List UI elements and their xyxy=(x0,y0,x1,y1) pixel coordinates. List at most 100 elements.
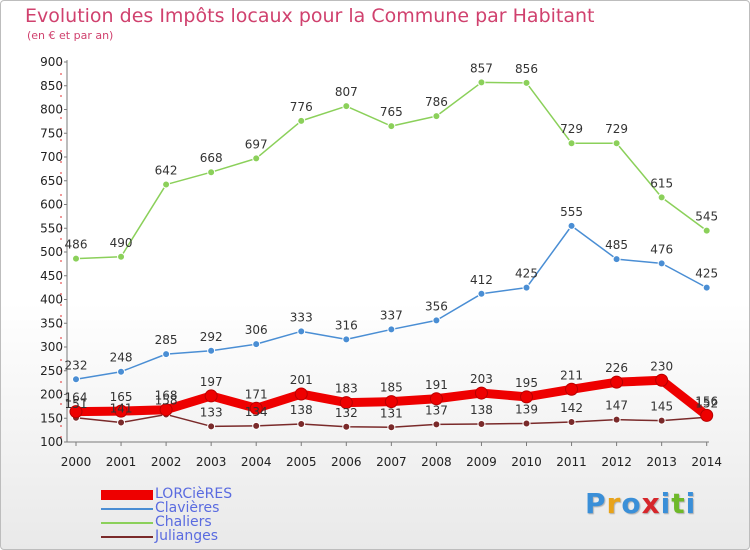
data-label-lorcieres: 168 xyxy=(155,389,178,403)
data-label-lorcieres: 185 xyxy=(380,381,403,395)
data-label-clavieres: 476 xyxy=(650,242,673,256)
data-point-chaliers xyxy=(702,226,711,235)
series-julianges xyxy=(72,410,711,432)
data-label-clavieres: 337 xyxy=(380,308,403,322)
legend-label-chaliers: Chaliers xyxy=(155,514,212,530)
data-point-lorcieres xyxy=(565,382,579,396)
y-tick-label: 300 xyxy=(40,340,63,354)
data-point-chaliers xyxy=(72,254,80,263)
data-label-lorcieres: 165 xyxy=(110,390,133,404)
data-label-chaliers: 668 xyxy=(200,151,223,165)
data-point-lorcieres xyxy=(474,386,488,400)
data-point-clavieres xyxy=(342,335,351,344)
legend-label-julianges: Julianges xyxy=(155,528,219,544)
data-point-julianges xyxy=(477,419,486,428)
data-point-clavieres xyxy=(387,325,396,334)
data-label-chaliers: 765 xyxy=(380,105,403,119)
data-point-julianges xyxy=(207,422,216,431)
data-point-chaliers xyxy=(207,168,216,177)
data-label-julianges: 138 xyxy=(470,403,493,417)
data-point-clavieres xyxy=(117,367,126,376)
data-label-chaliers: 776 xyxy=(290,100,313,114)
data-label-chaliers: 642 xyxy=(155,164,178,178)
data-label-clavieres: 292 xyxy=(200,330,223,344)
series-lorcieres xyxy=(69,373,714,422)
data-point-lorcieres xyxy=(655,373,669,387)
chart-title: Evolution des Impôts locaux pour la Comm… xyxy=(25,5,595,27)
data-point-chaliers xyxy=(657,193,666,202)
y-tick-label: 700 xyxy=(40,150,63,164)
y-tick-label: 550 xyxy=(40,221,63,235)
y-tick-label: 500 xyxy=(40,245,63,259)
data-label-julianges: 131 xyxy=(380,406,403,420)
y-tick-label: 850 xyxy=(40,79,63,93)
y-tick-label: 450 xyxy=(40,269,63,283)
x-tick-label: 2012 xyxy=(601,455,632,469)
data-label-julianges: 151 xyxy=(65,397,88,411)
data-label-clavieres: 306 xyxy=(245,323,268,337)
chart-series xyxy=(69,78,714,432)
data-point-clavieres xyxy=(162,350,171,359)
data-label-clavieres: 232 xyxy=(65,358,88,372)
data-point-lorcieres xyxy=(204,389,218,403)
x-tick-label: 2014 xyxy=(691,455,722,469)
data-label-chaliers: 729 xyxy=(560,122,583,136)
data-point-julianges xyxy=(567,418,576,427)
data-label-lorcieres: 211 xyxy=(560,368,583,382)
data-point-clavieres xyxy=(522,283,531,292)
data-label-lorcieres: 201 xyxy=(290,373,313,387)
y-tick-label: 800 xyxy=(40,103,63,117)
data-label-julianges: 141 xyxy=(110,402,133,416)
data-label-julianges: 145 xyxy=(650,400,673,414)
data-point-lorcieres xyxy=(429,392,443,406)
legend-label-lorcieres: LORCièRES xyxy=(155,486,233,502)
data-label-lorcieres: 156 xyxy=(695,394,718,408)
data-point-julianges xyxy=(612,415,621,424)
data-label-julianges: 138 xyxy=(290,403,313,417)
data-label-julianges: 132 xyxy=(335,406,358,420)
data-point-clavieres xyxy=(702,283,711,292)
series-chaliers xyxy=(72,78,711,263)
data-point-clavieres xyxy=(612,255,621,264)
legend-swatch-chaliers xyxy=(101,522,153,524)
data-label-chaliers: 807 xyxy=(335,85,358,99)
data-point-lorcieres xyxy=(249,401,263,415)
series-clavieres xyxy=(72,221,711,384)
data-label-lorcieres: 230 xyxy=(650,359,673,373)
data-point-clavieres xyxy=(207,346,216,355)
data-point-julianges xyxy=(252,421,261,430)
data-point-clavieres xyxy=(432,316,441,325)
data-label-lorcieres: 203 xyxy=(470,372,493,386)
data-label-lorcieres: 171 xyxy=(245,387,268,401)
x-tick-label: 2008 xyxy=(421,455,452,469)
y-tick-label: 900 xyxy=(40,55,63,69)
data-label-chaliers: 786 xyxy=(425,95,448,109)
chart-axes: 100 150 200 250 300 350 400 450 500 550 600 650 700 7… xyxy=(40,55,722,469)
x-tick-label: 2007 xyxy=(376,455,407,469)
data-point-chaliers xyxy=(387,122,396,131)
data-point-julianges xyxy=(117,418,126,427)
legend-label-clavieres: Clavières xyxy=(155,500,220,516)
data-point-clavieres xyxy=(297,327,306,336)
data-point-julianges xyxy=(432,420,441,429)
data-point-julianges xyxy=(657,416,666,425)
data-label-clavieres: 555 xyxy=(560,205,583,219)
data-label-julianges: 142 xyxy=(560,401,583,415)
data-point-chaliers xyxy=(567,139,576,148)
data-label-lorcieres: 197 xyxy=(200,375,223,389)
data-point-lorcieres xyxy=(159,403,173,417)
data-label-clavieres: 425 xyxy=(695,267,718,281)
x-tick-label: 2005 xyxy=(286,455,317,469)
data-label-julianges: 147 xyxy=(605,399,628,413)
x-tick-label: 2004 xyxy=(241,455,272,469)
data-point-lorcieres xyxy=(520,390,533,404)
data-point-chaliers xyxy=(162,180,171,189)
data-label-clavieres: 316 xyxy=(335,318,358,332)
x-tick-label: 2009 xyxy=(466,455,497,469)
y-tick-label: 150 xyxy=(40,411,63,425)
data-point-julianges xyxy=(387,423,396,432)
data-label-clavieres: 356 xyxy=(425,299,448,313)
data-label-clavieres: 485 xyxy=(605,238,628,252)
